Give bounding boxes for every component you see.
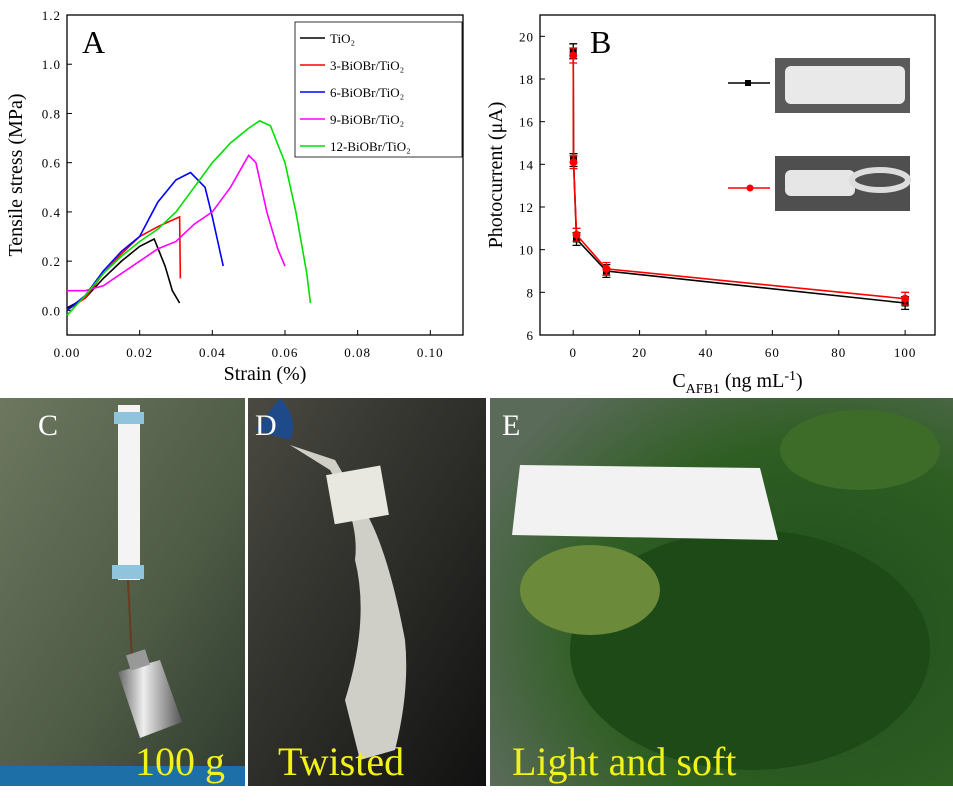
panel-label: D (255, 409, 277, 442)
y-tick-label: 12 (519, 200, 534, 215)
photo-e (490, 398, 953, 786)
series-line (67, 153, 286, 292)
marker (901, 294, 910, 303)
x-tick-label: 20 (632, 345, 647, 360)
y-tick-label: 0.4 (42, 205, 61, 220)
x-axis-label: CAFB1 (ng mL-1) (672, 369, 802, 397)
panel-label: A (82, 24, 105, 60)
inset-photos (728, 58, 911, 211)
legend-label: 3-BiOBr/TiO₂ (330, 58, 404, 73)
y-tick-label: 20 (519, 29, 534, 44)
y-tick-label: 0.8 (42, 106, 61, 121)
legend-label: 6-BiOBr/TiO₂ (330, 85, 404, 100)
photo-d (248, 398, 486, 786)
x-tick-label: 0.10 (417, 345, 444, 360)
y-tick-label: 10 (519, 243, 534, 258)
legend-label: 12-BiOBr/TiO₂ (330, 139, 411, 154)
x-tick-label: 60 (765, 345, 780, 360)
x-tick-label: 0.06 (272, 345, 299, 360)
legend-label: TiO₂ (330, 31, 355, 46)
y-tick-label: 8 (527, 285, 535, 300)
y-tick-label: 16 (519, 115, 534, 130)
marker (569, 51, 578, 60)
x-tick-label: 80 (831, 345, 846, 360)
marker (572, 230, 581, 239)
panel-label: C (38, 409, 58, 442)
caption: Twisted (278, 739, 404, 784)
series-line (66, 237, 181, 309)
x-tick-label: 0 (569, 345, 577, 360)
y-tick-label: 0.6 (42, 156, 61, 171)
marker (602, 264, 611, 273)
y-tick-label: 14 (519, 157, 534, 172)
y-tick-label: 18 (519, 72, 534, 87)
x-tick-label: 0.02 (126, 345, 153, 360)
y-tick-label: 1.0 (42, 57, 61, 72)
y-tick-label: 1.2 (42, 8, 61, 23)
plot-frame (66, 14, 464, 336)
series-line (66, 171, 225, 312)
series-line (66, 215, 182, 312)
y-axis-label: Tensile stress (MPa) (5, 93, 27, 256)
x-axis-label-part: -1 (784, 369, 796, 384)
series-line (66, 119, 312, 316)
y-axis-label: Photocurrent (μA) (485, 102, 507, 249)
plot-frame (539, 14, 936, 336)
caption: Light and soft (512, 739, 736, 784)
legend-box (294, 21, 463, 158)
photo-c (0, 398, 245, 786)
x-tick-label: 0.00 (54, 345, 81, 360)
marker (569, 158, 578, 167)
panel-label: B (590, 24, 611, 60)
y-tick-label: 0.2 (42, 254, 61, 269)
photo-labels: C 100 g D Twisted E Light and soft (38, 409, 736, 784)
x-tick-label: 40 (698, 345, 713, 360)
x-axis-label: Strain (%) (224, 363, 307, 385)
x-tick-label: 100 (894, 345, 917, 360)
x-tick-label: 0.08 (344, 345, 371, 360)
y-tick-label: 6 (527, 328, 535, 343)
panel-label: E (502, 409, 520, 442)
x-axis-label-part: AFB1 (686, 382, 720, 397)
y-tick-label: 0.0 (42, 303, 61, 318)
x-axis-label-part: (ng mL (720, 370, 784, 392)
x-axis-label-part: C (672, 370, 685, 392)
legend-label: 9-BiOBr/TiO₂ (330, 112, 404, 127)
caption: 100 g (135, 739, 225, 784)
x-tick-label: 0.04 (199, 345, 226, 360)
x-axis-label-part: ) (796, 370, 803, 392)
